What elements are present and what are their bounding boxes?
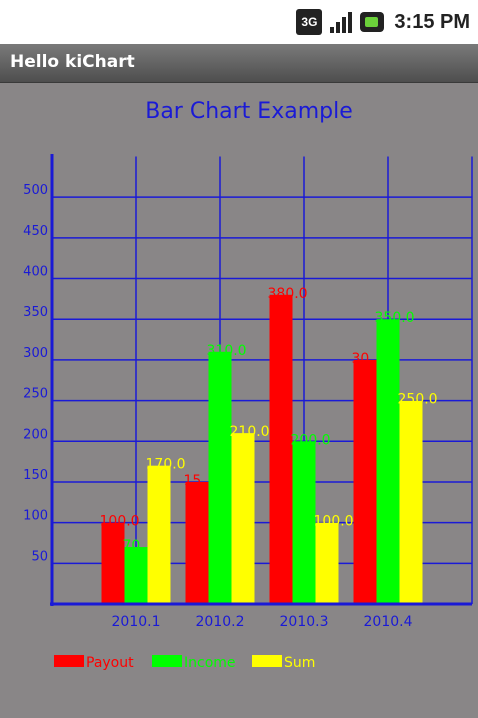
y-tick-label: 500 — [23, 183, 48, 198]
data-label-payout: 100.0 — [100, 514, 140, 530]
bar-payout — [353, 359, 377, 604]
app-title: Hello kiChart — [10, 52, 135, 72]
legend-label-payout: Payout — [86, 655, 134, 671]
legend-swatch-sum — [252, 655, 282, 667]
y-tick-label: 350 — [23, 305, 48, 320]
status-bar: 3G 3:15 PM — [0, 0, 478, 44]
status-icons: 3G 3:15 PM — [296, 8, 470, 36]
chart-labels: 50 100 150 200 250 300 350 400 450 500 100.0 70 170.… — [23, 183, 437, 630]
data-label-sum: 170.0 — [146, 457, 186, 473]
status-time: 3:15 PM — [394, 10, 470, 33]
x-tick-label: 2010.2 — [196, 614, 245, 630]
3g-icon: 3G — [296, 9, 323, 35]
legend-swatch-income — [152, 655, 182, 667]
y-tick-label: 450 — [23, 224, 48, 239]
data-label-payout: 30 — [352, 351, 370, 367]
chart-bars — [101, 294, 423, 604]
bar-payout — [185, 481, 209, 604]
data-label-sum: 250.0 — [398, 392, 438, 408]
data-label-payout: 15 — [184, 473, 202, 489]
bar-sum — [399, 400, 423, 604]
battery-icon — [360, 12, 385, 32]
bar-income — [208, 351, 232, 604]
data-label-income: 200.0 — [291, 432, 331, 448]
x-tick-label: 2010.1 — [112, 614, 161, 630]
signal-icon — [328, 9, 354, 35]
y-tick-label: 150 — [23, 468, 48, 483]
data-label-sum: 100.0 — [314, 514, 354, 530]
y-tick-label: 300 — [23, 346, 48, 361]
data-label-payout: 380.0 — [268, 286, 308, 302]
bar-payout — [269, 294, 293, 604]
y-tick-label: 250 — [23, 387, 48, 402]
bar-sum — [315, 522, 339, 604]
y-tick-label: 50 — [31, 549, 48, 564]
legend-swatch-payout — [54, 655, 84, 667]
data-label-income: 310.0 — [207, 343, 247, 359]
bar-income — [124, 547, 148, 604]
app-title-bar: Hello kiChart — [0, 44, 478, 83]
chart-axes — [50, 154, 472, 606]
bar-income — [292, 441, 316, 604]
bar-sum — [231, 433, 255, 604]
legend-label-income: Income — [184, 655, 236, 671]
chart-legend: Payout Income Sum — [54, 655, 315, 671]
legend-label-sum: Sum — [284, 655, 315, 671]
bar-chart: Bar Chart Example 50 100 150 200 250 300 350 40… — [23, 99, 473, 671]
chart-title: Bar Chart Example — [145, 99, 353, 124]
bar-sum — [147, 465, 171, 604]
data-label-income: 70 — [123, 538, 141, 554]
y-tick-label: 100 — [23, 509, 48, 524]
x-tick-label: 2010.4 — [364, 614, 413, 630]
y-tick-label: 400 — [23, 265, 48, 280]
data-label-sum: 210.0 — [230, 424, 270, 440]
x-tick-label: 2010.3 — [280, 614, 329, 630]
y-tick-label: 200 — [23, 427, 48, 442]
bar-payout — [101, 522, 125, 604]
bar-income — [376, 319, 400, 604]
data-label-income: 350.0 — [375, 310, 415, 326]
